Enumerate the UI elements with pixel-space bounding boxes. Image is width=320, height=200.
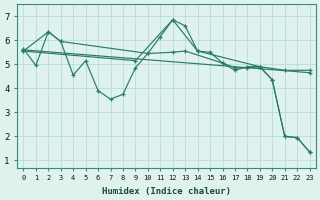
X-axis label: Humidex (Indice chaleur): Humidex (Indice chaleur) [102, 187, 231, 196]
